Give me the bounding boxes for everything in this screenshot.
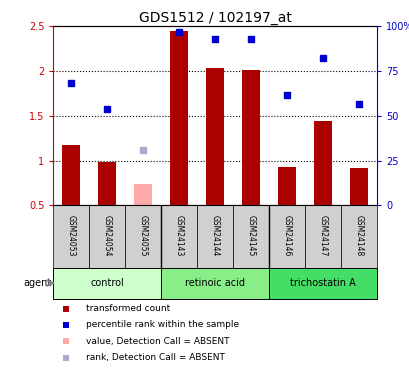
Bar (340, 206, 376, 267)
Text: GSM24143: GSM24143 (174, 214, 183, 256)
Bar (206, 68, 224, 206)
Text: transformed count: transformed count (85, 304, 169, 313)
Bar (349, 168, 367, 206)
Bar (53, 206, 89, 267)
Bar (278, 167, 296, 206)
Text: GSM24144: GSM24144 (210, 214, 219, 256)
Bar (161, 267, 269, 298)
Bar (134, 184, 152, 206)
Bar (304, 206, 340, 267)
Text: rank, Detection Call = ABSENT: rank, Detection Call = ABSENT (85, 353, 224, 362)
Bar (269, 206, 304, 267)
Title: GDS1512 / 102197_at: GDS1512 / 102197_at (139, 11, 291, 25)
Text: agent: agent (23, 278, 52, 288)
Bar (62, 144, 80, 206)
Text: GSM24148: GSM24148 (354, 214, 363, 256)
Text: retinoic acid: retinoic acid (185, 278, 245, 288)
Bar (89, 206, 125, 267)
Bar (269, 267, 376, 298)
Bar (233, 206, 269, 267)
Text: GSM24145: GSM24145 (246, 214, 255, 256)
Bar (197, 206, 233, 267)
Bar (313, 121, 331, 206)
Text: GSM24053: GSM24053 (67, 214, 76, 256)
Bar (170, 31, 188, 206)
Bar (125, 206, 161, 267)
Text: value, Detection Call = ABSENT: value, Detection Call = ABSENT (85, 337, 229, 346)
Text: GSM24054: GSM24054 (103, 214, 112, 256)
Text: GSM24055: GSM24055 (138, 214, 147, 256)
Bar (98, 162, 116, 206)
Bar (53, 267, 161, 298)
Text: control: control (90, 278, 124, 288)
Bar (161, 206, 197, 267)
Bar (242, 70, 260, 206)
Text: GSM24147: GSM24147 (318, 214, 327, 256)
Text: GSM24146: GSM24146 (282, 214, 291, 256)
Text: percentile rank within the sample: percentile rank within the sample (85, 320, 238, 329)
Text: trichostatin A: trichostatin A (290, 278, 355, 288)
